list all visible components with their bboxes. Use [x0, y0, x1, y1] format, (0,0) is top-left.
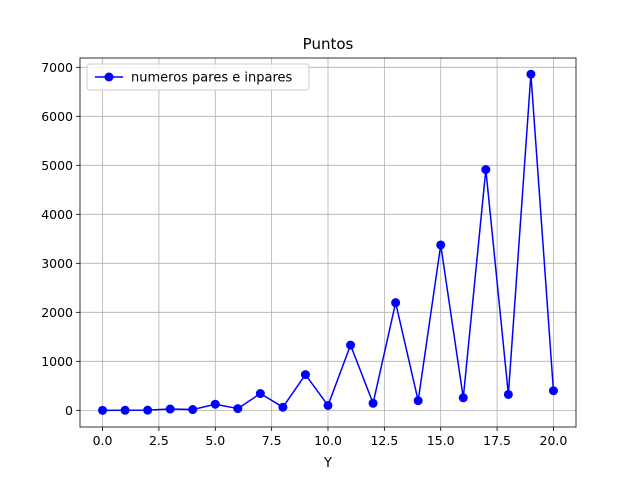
y-axis-ticks: 0 1000 2000 3000 4000 5000 6000 7000: [41, 60, 80, 418]
legend-box: [86, 63, 310, 91]
y-tick-label: 5000: [41, 158, 73, 173]
legend: numeros pares e inpares: [86, 63, 310, 91]
legend-label: numeros pares e inpares: [131, 71, 292, 86]
data-point: [188, 405, 198, 415]
x-tick-label: 20.0: [540, 433, 568, 448]
x-tick-label: 2.5: [149, 433, 169, 448]
data-point: [165, 404, 175, 414]
x-tick-label: 17.5: [483, 433, 511, 448]
data-point: [278, 402, 288, 412]
x-tick-label: 7.5: [262, 433, 282, 448]
data-point: [120, 405, 130, 415]
data-point: [503, 389, 513, 399]
data-point: [210, 399, 220, 409]
data-point: [413, 396, 423, 406]
y-tick-label: 2000: [41, 305, 73, 320]
data-point: [548, 386, 558, 396]
x-tick-label: 0.0: [93, 433, 113, 448]
series-layer: [98, 69, 558, 415]
data-point: [323, 400, 333, 410]
y-tick-label: 3000: [41, 256, 73, 271]
y-tick-label: 7000: [41, 60, 73, 75]
y-tick-label: 0: [65, 403, 73, 418]
data-point: [300, 370, 310, 380]
data-point: [458, 393, 468, 403]
x-tick-label: 12.5: [370, 433, 398, 448]
chart-title: Puntos: [303, 35, 354, 53]
y-tick-label: 4000: [41, 207, 73, 222]
data-point: [346, 340, 356, 350]
y-tick-label: 6000: [41, 109, 73, 124]
grid-lines: [80, 58, 576, 427]
data-point: [436, 240, 446, 250]
data-point: [391, 298, 401, 308]
x-tick-label: 15.0: [427, 433, 455, 448]
data-point: [481, 165, 491, 175]
data-point: [143, 405, 153, 415]
x-axis-title: Y: [323, 456, 332, 471]
data-point: [98, 405, 108, 415]
y-tick-label: 1000: [41, 354, 73, 369]
data-point: [368, 398, 378, 408]
legend-marker-swatch: [104, 72, 114, 82]
data-point: [233, 404, 243, 414]
data-point: [255, 389, 265, 399]
x-tick-label: 5.0: [205, 433, 225, 448]
x-tick-label: 10.0: [314, 433, 342, 448]
data-point: [526, 69, 536, 79]
x-axis-ticks: 0.0 2.5 5.0 7.5 10.0 12.5 15.0 17.5 20.0: [93, 427, 568, 448]
